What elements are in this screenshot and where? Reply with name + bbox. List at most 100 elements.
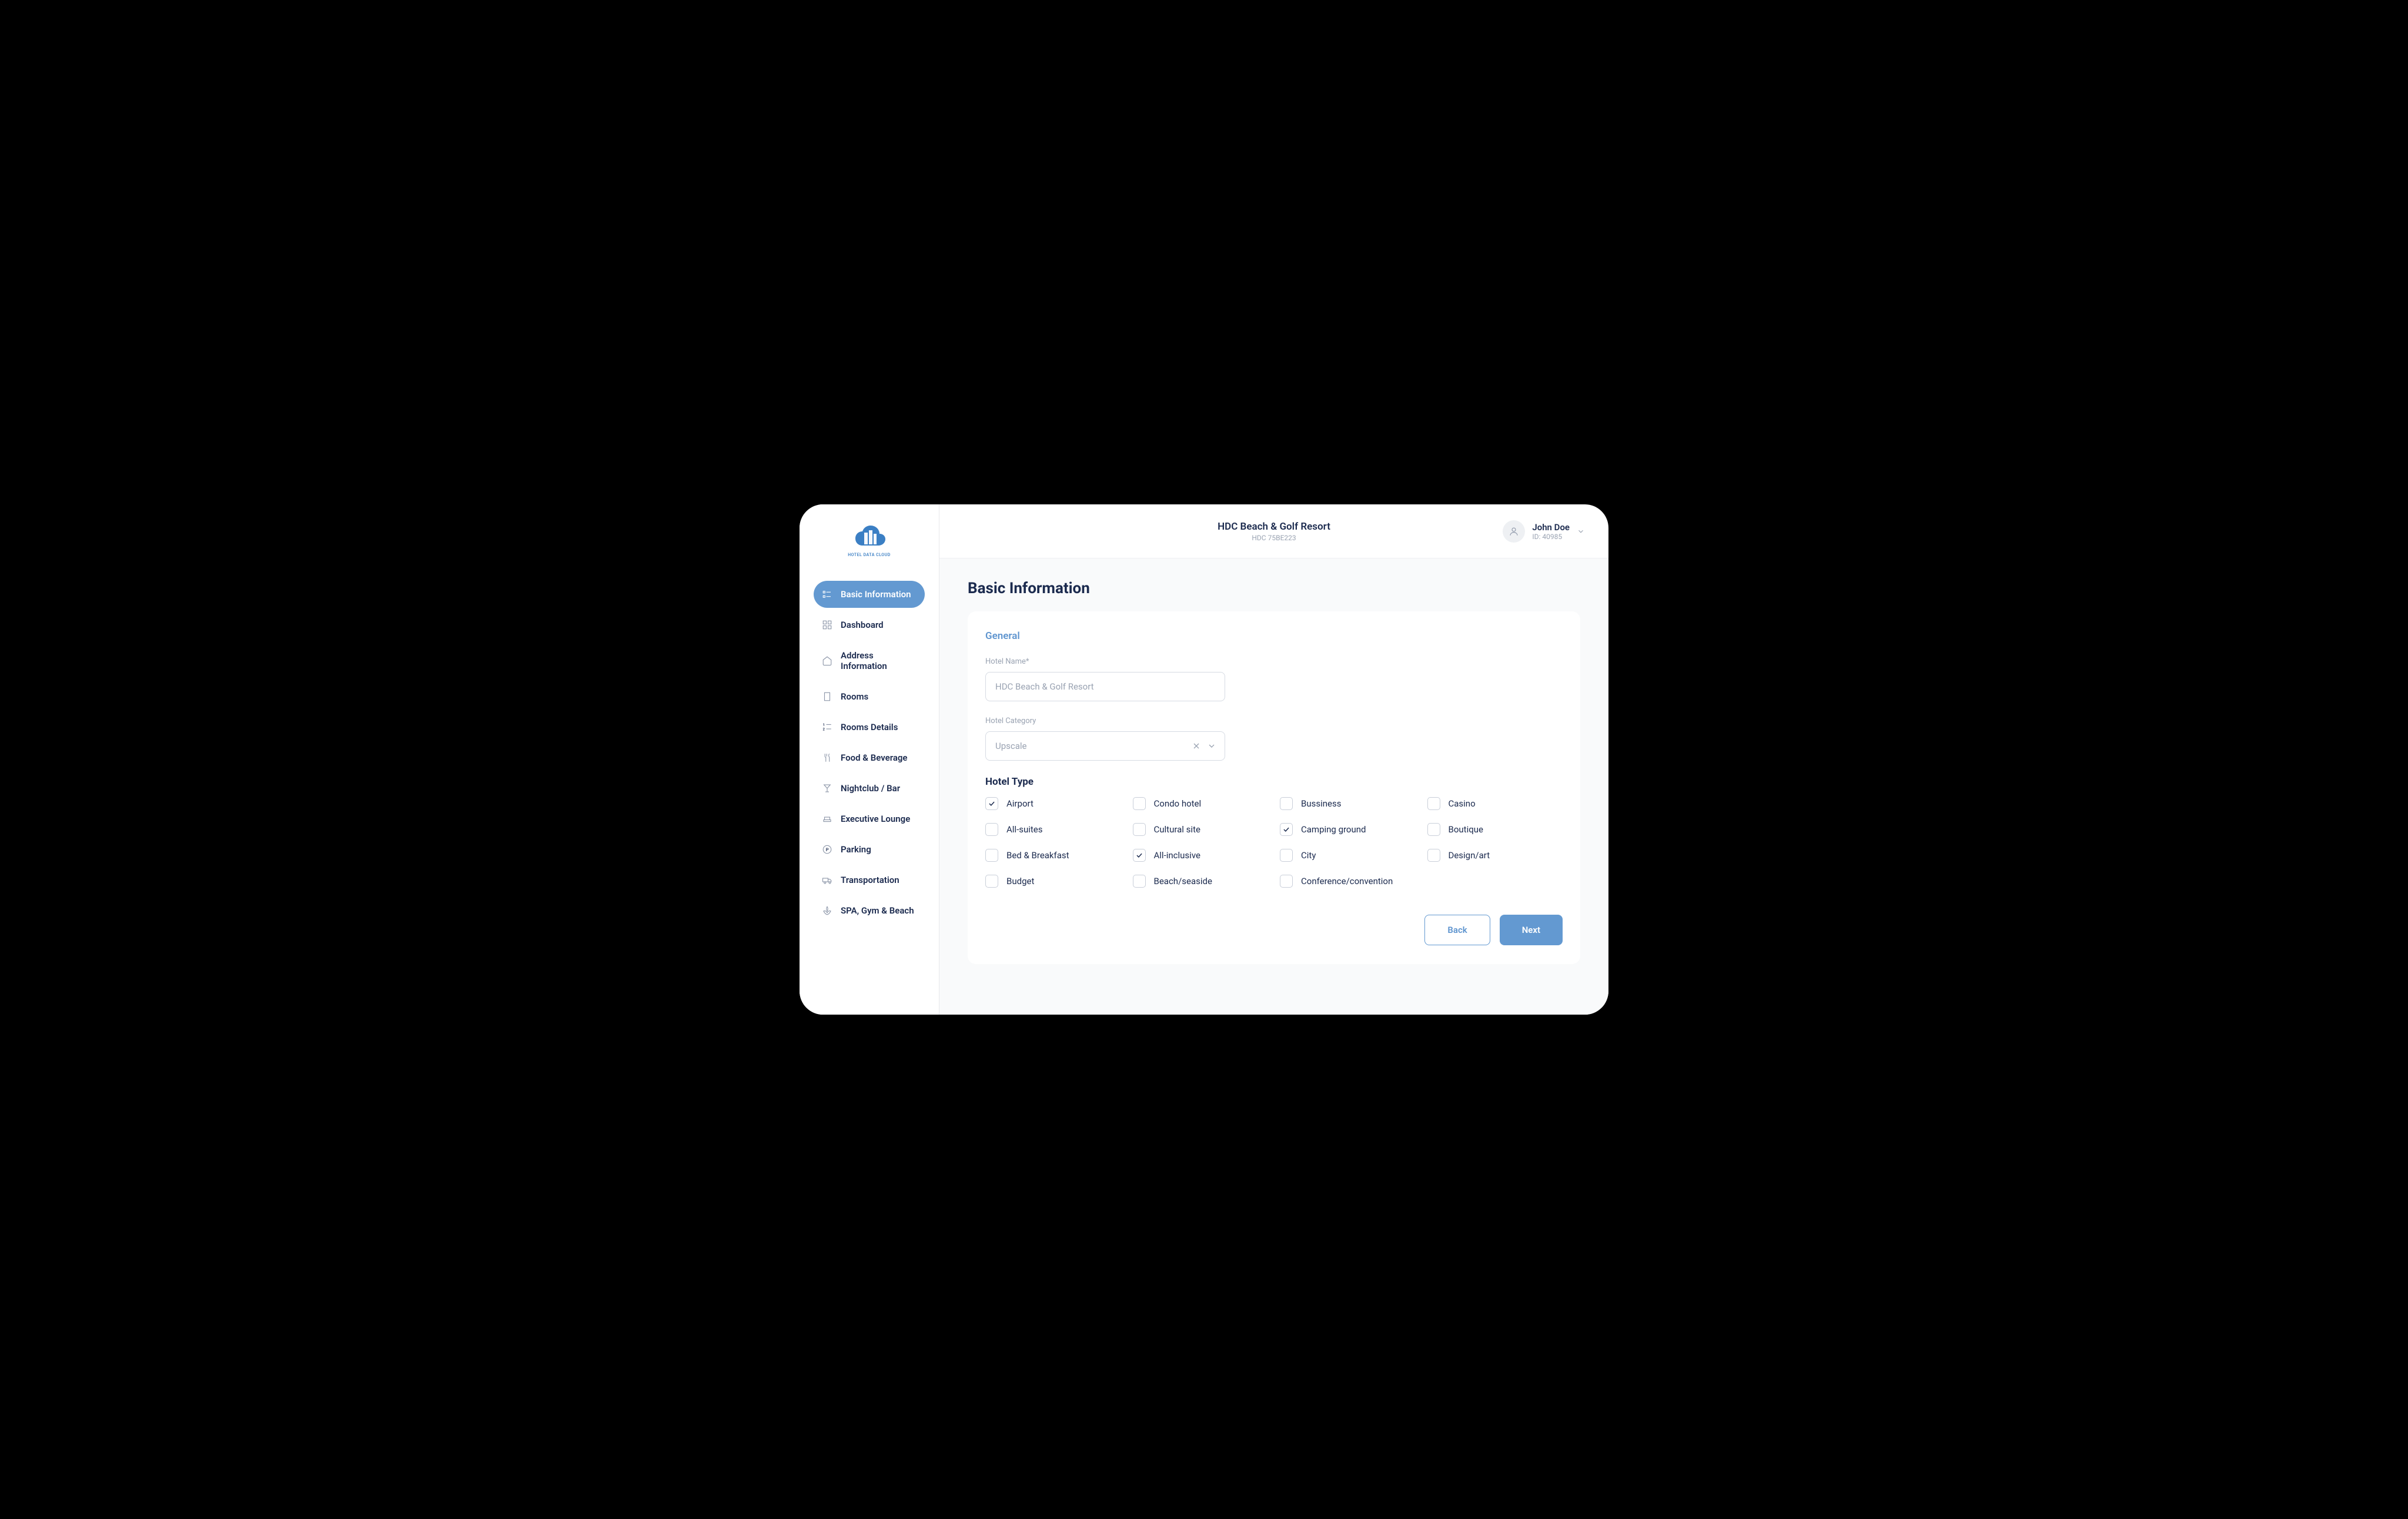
sidebar-item-address-information[interactable]: Address Information: [814, 642, 925, 680]
list-icon: [822, 589, 832, 600]
truck-icon: [822, 875, 832, 885]
hotel-type-checkbox[interactable]: Camping ground: [1280, 823, 1416, 836]
checkbox-box: [985, 823, 998, 836]
hotel-type-checkbox[interactable]: Cultural site: [1133, 823, 1269, 836]
clear-icon[interactable]: [1192, 741, 1201, 751]
hotel-category-label: Hotel Category: [985, 717, 1563, 725]
sidebar-item-executive-lounge[interactable]: Executive Lounge: [814, 805, 925, 832]
sidebar: HOTEL DATA CLOUD Basic InformationDashbo…: [800, 504, 939, 1015]
hotel-type-checkbox[interactable]: Casino: [1427, 797, 1563, 810]
checkbox-label: Bussiness: [1301, 798, 1341, 809]
checkbox-box: [985, 849, 998, 862]
checkbox-box: [1133, 849, 1146, 862]
sidebar-item-label: Address Information: [841, 650, 917, 671]
hotel-type-checkbox[interactable]: Boutique: [1427, 823, 1563, 836]
user-name: John Doe: [1532, 522, 1570, 533]
checkbox-label: Casino: [1449, 798, 1476, 809]
section-title: General: [985, 630, 1563, 642]
hotel-type-checkbox[interactable]: Airport: [985, 797, 1121, 810]
hotel-type-checkbox[interactable]: City: [1280, 849, 1416, 862]
back-button[interactable]: Back: [1424, 915, 1490, 945]
hotel-name-label: Hotel Name*: [985, 657, 1563, 666]
content: Basic Information General Hotel Name* Ho…: [939, 558, 1608, 1015]
topbar: HDC Beach & Golf Resort HDC 75BE223 John…: [939, 504, 1608, 558]
app-frame: HOTEL DATA CLOUD Basic InformationDashbo…: [800, 504, 1608, 1015]
building-icon: [822, 691, 832, 702]
sidebar-item-label: Food & Beverage: [841, 752, 908, 763]
numlist-icon: 12: [822, 722, 832, 732]
hotel-code: HDC 75BE223: [1218, 534, 1330, 542]
spa-icon: [822, 905, 832, 916]
hotel-type-checkbox[interactable]: Condo hotel: [1133, 797, 1269, 810]
sidebar-item-label: Nightclub / Bar: [841, 783, 900, 794]
form-card: General Hotel Name* Hotel Category Upsca…: [968, 611, 1580, 964]
checkbox-box: [1280, 875, 1293, 888]
sidebar-item-basic-information[interactable]: Basic Information: [814, 581, 925, 608]
checkbox-box: [1427, 797, 1440, 810]
avatar-icon: [1503, 520, 1525, 543]
home-icon: [822, 655, 832, 666]
checkbox-label: Beach/seaside: [1154, 876, 1212, 886]
checkbox-label: Bed & Breakfast: [1006, 850, 1069, 861]
checkbox-label: Airport: [1006, 798, 1034, 809]
checkbox-label: Conference/convention: [1301, 876, 1393, 886]
hotel-type-title: Hotel Type: [985, 776, 1563, 788]
main: HDC Beach & Golf Resort HDC 75BE223 John…: [939, 504, 1608, 1015]
user-id: ID: 40985: [1532, 533, 1570, 541]
sidebar-item-nightclub-bar[interactable]: Nightclub / Bar: [814, 775, 925, 802]
hotel-type-checkbox[interactable]: Budget: [985, 875, 1121, 888]
checkbox-box: [985, 797, 998, 810]
checkbox-box: [1280, 849, 1293, 862]
sidebar-item-rooms-details[interactable]: 12Rooms Details: [814, 714, 925, 741]
sidebar-item-transportation[interactable]: Transportation: [814, 866, 925, 894]
svg-text:2: 2: [823, 727, 825, 731]
checkbox-box: [1427, 849, 1440, 862]
hotel-type-grid: Airport Condo hotel Bussiness Casino All-sui…: [985, 797, 1563, 888]
sidebar-item-label: Basic Information: [841, 589, 911, 600]
sidebar-item-label: Dashboard: [841, 620, 884, 630]
checkbox-label: All-inclusive: [1154, 850, 1200, 861]
hotel-category-value: Upscale: [995, 741, 1027, 751]
svg-text:1: 1: [823, 723, 825, 727]
checkbox-label: Cultural site: [1154, 824, 1200, 835]
sidebar-item-parking[interactable]: P Parking: [814, 836, 925, 863]
sidebar-item-spa-gym-beach[interactable]: SPA, Gym & Beach: [814, 897, 925, 924]
sidebar-item-label: Parking: [841, 844, 871, 855]
checkbox-label: Design/art: [1449, 850, 1490, 861]
hotel-type-checkbox[interactable]: All-inclusive: [1133, 849, 1269, 862]
sidebar-item-rooms[interactable]: Rooms: [814, 683, 925, 710]
hotel-name-field: Hotel Name*: [985, 657, 1563, 701]
cocktail-icon: [822, 783, 832, 794]
checkbox-label: Boutique: [1449, 824, 1483, 835]
parking-icon: P: [822, 844, 832, 855]
grid-icon: [822, 620, 832, 630]
hotel-type-checkbox[interactable]: Beach/seaside: [1133, 875, 1269, 888]
checkbox-box: [1133, 875, 1146, 888]
hotel-type-checkbox[interactable]: Conference/convention: [1280, 875, 1416, 888]
checkbox-label: City: [1301, 850, 1316, 861]
sidebar-item-dashboard[interactable]: Dashboard: [814, 611, 925, 638]
checkbox-box: [1133, 797, 1146, 810]
hotel-type-checkbox[interactable]: All-suites: [985, 823, 1121, 836]
hotel-type-checkbox[interactable]: Design/art: [1427, 849, 1563, 862]
checkbox-box: [1280, 797, 1293, 810]
checkbox-label: Budget: [1006, 876, 1034, 886]
next-button[interactable]: Next: [1500, 915, 1563, 945]
hotel-category-field: Hotel Category Upscale: [985, 717, 1563, 761]
sidebar-item-food-beverage[interactable]: Food & Beverage: [814, 744, 925, 771]
fork-icon: [822, 752, 832, 763]
sidebar-item-label: Transportation: [841, 875, 899, 885]
checkbox-box: [1280, 823, 1293, 836]
hotel-type-checkbox[interactable]: Bussiness: [1280, 797, 1416, 810]
hotel-name-input[interactable]: [985, 672, 1225, 701]
hotel-type-checkbox[interactable]: Bed & Breakfast: [985, 849, 1121, 862]
checkbox-box: [1133, 823, 1146, 836]
checkbox-label: Camping ground: [1301, 824, 1366, 835]
checkbox-box: [985, 875, 998, 888]
chevron-down-icon[interactable]: [1207, 741, 1216, 751]
hotel-title: HDC Beach & Golf Resort: [1218, 521, 1330, 533]
sidebar-item-label: Rooms: [841, 691, 868, 702]
hotel-category-select[interactable]: Upscale: [985, 731, 1225, 761]
lounge-icon: [822, 814, 832, 824]
user-menu[interactable]: John Doe ID: 40985: [1503, 520, 1585, 543]
